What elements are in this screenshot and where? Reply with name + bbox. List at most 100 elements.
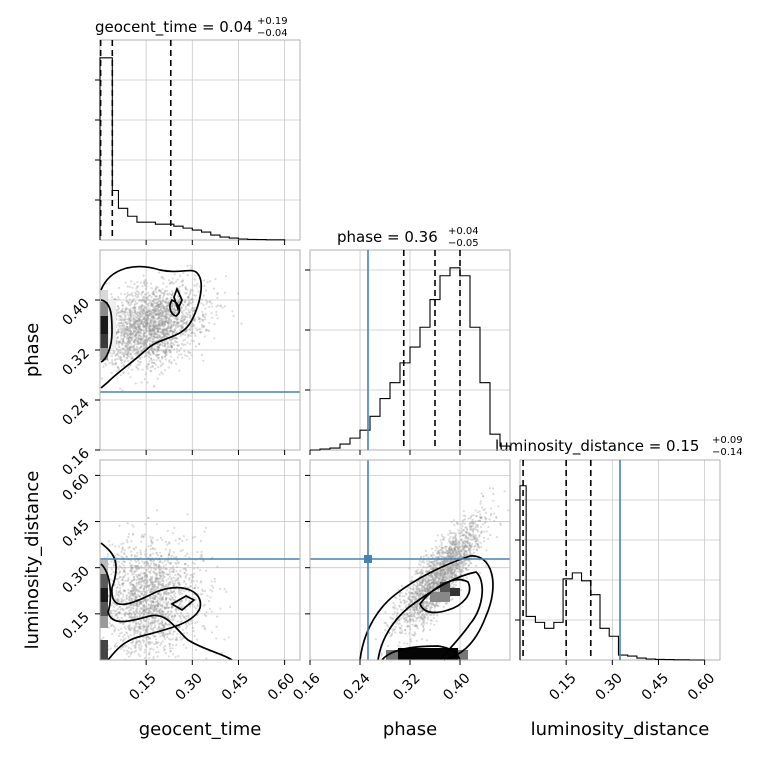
ld-phase-sample (480, 492, 483, 495)
phase-geocent-sample (189, 264, 192, 267)
phase-geocent-sample (193, 319, 196, 322)
phase-geocent-sample (140, 335, 143, 338)
phase-geocent-sample (171, 336, 174, 340)
ld-geocent-sample (172, 630, 175, 633)
phase-geocent-sample (128, 336, 131, 339)
phase-geocent-sample (152, 385, 155, 388)
phase-geocent-sample (177, 321, 180, 324)
phase-geocent-sample (143, 282, 146, 285)
phase-geocent-sample (138, 331, 141, 334)
phase-geocent-sample (208, 300, 211, 303)
ld-geocent-sample (199, 540, 203, 543)
phase-geocent-sample (137, 322, 140, 325)
phase-geocent-sample (135, 322, 138, 326)
phase-geocent-sample (135, 287, 138, 290)
phase-geocent-sample (115, 347, 118, 351)
phase-geocent-sample (137, 350, 140, 353)
phase-geocent-sample (153, 336, 156, 339)
ld-geocent-sample (174, 580, 177, 583)
ld-phase-sample (448, 538, 451, 541)
phase-geocent-sample (149, 370, 152, 373)
ld-geocent-sample (196, 551, 199, 554)
phase-geocent-sample (201, 326, 204, 329)
phase-geocent-sample (157, 297, 160, 301)
ld-geocent-sample (150, 538, 153, 541)
phase-geocent-sample (152, 335, 156, 338)
ld-geocent-sample (179, 600, 182, 604)
phase-geocent-sample (152, 311, 155, 314)
phase-geocent-sample (158, 373, 161, 376)
ld-geocent-sample (168, 645, 171, 648)
title-geocent-time-lower: −0.04 (257, 28, 288, 39)
phase-geocent-sample (146, 316, 149, 320)
phase-geocent-sample (163, 342, 166, 345)
ld-geocent-sample (152, 604, 155, 607)
phase-geocent-sample (207, 329, 210, 332)
phase-geocent-sample (144, 346, 147, 349)
phase-geocent-sample (148, 328, 151, 331)
ld-geocent-sample (115, 590, 118, 593)
ld-geocent-sample (140, 572, 143, 575)
phase-geocent-sample (116, 357, 119, 361)
phase-geocent-sample (201, 318, 204, 321)
phase-geocent-sample (122, 337, 125, 340)
ld-geocent-sample (129, 628, 132, 632)
phase-geocent-sample (161, 307, 164, 310)
ld-phase-sample (403, 642, 406, 645)
phase-geocent-sample (155, 287, 158, 290)
ld-geocent-sample (179, 569, 182, 573)
phase-geocent-sample (134, 329, 137, 332)
phase-geocent-sample (134, 306, 137, 309)
phase-geocent-sample (164, 350, 167, 354)
ld-geocent-sample (142, 572, 145, 575)
ld-geocent-sample (169, 650, 172, 653)
phase-geocent-sample (184, 292, 187, 295)
phase-geocent-sample (161, 320, 164, 323)
phase-geocent-sample (166, 333, 169, 336)
phase-geocent-sample (150, 335, 153, 338)
phase-geocent-sample (151, 350, 154, 353)
phase-geocent-sample (135, 336, 138, 339)
phase-geocent-sample (149, 325, 152, 328)
phase-geocent-sample (180, 310, 183, 313)
phase-geocent-sample (203, 279, 206, 282)
ld-geocent-sample (193, 635, 196, 638)
phase-geocent-sample (158, 289, 161, 292)
phase-geocent-sample (172, 282, 175, 285)
phase-geocent-sample (189, 298, 192, 301)
phase-geocent-sample (153, 332, 156, 335)
phase-geocent-sample (159, 300, 162, 303)
ld-geocent-sample (132, 533, 135, 536)
ld-geocent-sample (158, 612, 161, 615)
phase-geocent-sample (152, 291, 155, 294)
phase-geocent-sample (153, 384, 156, 387)
ld-geocent-sample (160, 575, 163, 578)
phase-geocent-sample (141, 305, 144, 308)
phase-geocent-sample (162, 322, 165, 325)
ld-geocent-samples (99, 509, 232, 661)
phase-geocent-sample (139, 304, 142, 307)
title-luminosity-distance-upper: +0.09 (712, 435, 743, 446)
phase-geocent-sample (150, 316, 153, 319)
ld-geocent-sample (112, 564, 115, 567)
ld-geocent-sample (143, 574, 146, 577)
ld-geocent-sample (138, 566, 141, 570)
phase-geocent-sample (166, 333, 170, 336)
phase-geocent-sample (171, 308, 174, 311)
phase-geocent-sample (142, 315, 145, 318)
phase-geocent-sample (150, 304, 153, 307)
ld-geocent-sample (172, 616, 175, 619)
phase-geocent-sample (160, 336, 163, 340)
phase-geocent-sample (131, 294, 134, 297)
phase-geocent-sample (189, 292, 192, 295)
phase-geocent-sample (117, 340, 121, 343)
ld-geocent-sample (126, 579, 129, 582)
phase-geocent-sample (148, 363, 151, 366)
ld-geocent-sample (146, 618, 149, 621)
ld-geocent-sample (159, 635, 162, 638)
phase-geocent-sample (164, 351, 167, 354)
phase-geocent-sample (183, 350, 186, 353)
phase-geocent-sample (211, 316, 214, 319)
ld-geocent-sample (215, 637, 218, 640)
ld-geocent-sample (145, 569, 148, 572)
